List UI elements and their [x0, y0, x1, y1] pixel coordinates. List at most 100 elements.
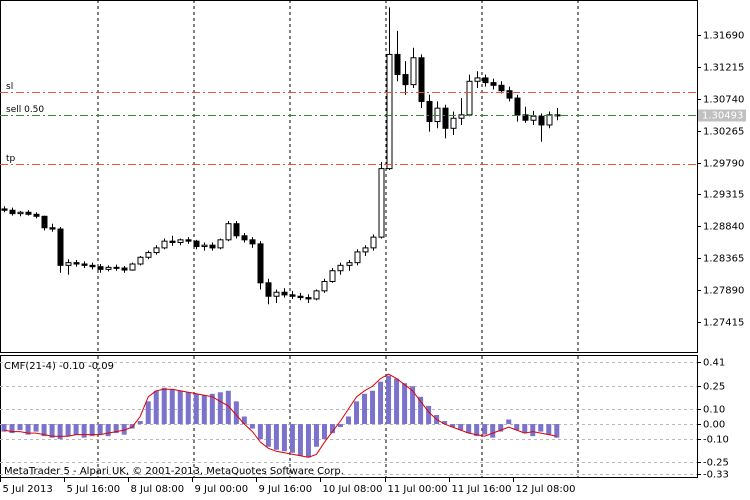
histogram-bar [498, 424, 504, 432]
y-tick-label: 1.31690 [703, 31, 744, 42]
histogram-bar [546, 424, 552, 435]
y-tick-label: 1.28365 [703, 254, 744, 265]
candle-body [362, 247, 369, 253]
candle-body [209, 244, 216, 249]
histogram-bar [65, 424, 71, 437]
y-tick-label: 0.00 [703, 420, 725, 431]
histogram-bar [370, 390, 376, 425]
candle-body [201, 244, 208, 248]
candle-body [1, 208, 8, 211]
candle-body [450, 117, 457, 129]
candle-body [137, 256, 144, 265]
histogram-bar [169, 389, 175, 425]
candle-body [346, 262, 353, 266]
candle-body [81, 263, 88, 266]
histogram-bar [474, 424, 480, 437]
histogram-bar [9, 424, 15, 434]
histogram-bar [241, 416, 247, 425]
histogram-bar [305, 424, 311, 458]
candle-body [89, 264, 96, 268]
candle-body [313, 290, 320, 300]
candle-body [65, 262, 72, 266]
y-tick-label: 1.29315 [703, 190, 744, 201]
candle-body [402, 74, 409, 86]
y-tick-label: -0.33 [703, 470, 729, 481]
histogram-bar [257, 424, 263, 440]
price-box-label: 1.30493 [702, 111, 743, 122]
histogram-bar [354, 401, 360, 425]
candle-body [498, 84, 505, 92]
indicator-panel-frame [0, 355, 698, 478]
candle-body [354, 251, 361, 264]
candle-body [434, 107, 441, 123]
y-tick-label: 1.28840 [703, 222, 744, 233]
candle-body [418, 57, 425, 102]
candle-body [442, 107, 449, 129]
candle-body [225, 223, 232, 241]
y-tick-label: 1.27890 [703, 286, 744, 297]
histogram-bar [185, 392, 191, 425]
histogram-bar [538, 424, 544, 432]
y-tick-label: 0.25 [703, 382, 725, 393]
histogram-bar [402, 383, 408, 425]
candle-body [329, 270, 336, 282]
y-tick-label: 1.30740 [703, 95, 744, 106]
y-tick-label: 1.30265 [703, 127, 744, 138]
histogram-bar [73, 424, 79, 435]
histogram-bar [161, 387, 167, 425]
histogram-bar [378, 381, 384, 425]
candle-body [506, 90, 513, 99]
candle-body [105, 266, 112, 270]
x-tick-label: 10 Jul 08:00 [323, 484, 383, 495]
histogram-bar [321, 424, 327, 440]
candle-body [73, 262, 80, 265]
x-tick-label: 9 Jul 16:00 [259, 484, 313, 495]
candle-body [490, 82, 497, 86]
candle-body [305, 297, 312, 300]
candle-body [129, 263, 136, 271]
candle-body [193, 240, 200, 248]
histogram-bar [273, 424, 279, 450]
price-level-label: sell 0.50 [6, 105, 44, 115]
histogram-bar [313, 424, 319, 447]
histogram-bar [201, 395, 207, 425]
candle-body [41, 215, 48, 229]
histogram-bar [49, 424, 55, 438]
candle-body [474, 77, 481, 82]
histogram-bar [394, 378, 400, 425]
y-tick-label: 1.31215 [703, 63, 744, 74]
histogram-bar [329, 424, 335, 434]
histogram-bar [209, 393, 215, 425]
candle-body [97, 266, 104, 270]
price-level-label: sl [6, 82, 13, 92]
candle-body [386, 53, 393, 170]
histogram-bar [442, 421, 448, 425]
histogram-bar [1, 424, 7, 432]
candle-body [17, 211, 24, 215]
candle-body [378, 168, 385, 238]
candle-body [538, 115, 545, 126]
histogram-bar [57, 424, 63, 440]
histogram-bar [233, 401, 239, 425]
histogram-bar [113, 424, 119, 434]
histogram-bar [337, 424, 343, 428]
histogram-bar [362, 393, 368, 425]
y-tick-label: 0.10 [703, 405, 725, 416]
candle-body [177, 239, 184, 244]
histogram-bar [145, 401, 151, 425]
histogram-bar [105, 424, 111, 437]
histogram-bar [89, 424, 95, 437]
x-tick-label: 12 Jul 08:00 [516, 484, 576, 495]
candle-body [233, 223, 240, 237]
y-tick-label: -0.10 [703, 435, 729, 446]
price-box [698, 109, 746, 122]
candle-body [169, 240, 176, 244]
candle-body [113, 266, 120, 269]
histogram-bar [426, 405, 432, 425]
candle-body [49, 227, 56, 230]
footer: MetaTrader 5 - Alpari UK, © 2001-2013, M… [4, 466, 344, 477]
candle-body [153, 247, 160, 254]
candle-body [241, 235, 248, 241]
x-tick-label: 5 Jul 2013 [3, 484, 53, 495]
